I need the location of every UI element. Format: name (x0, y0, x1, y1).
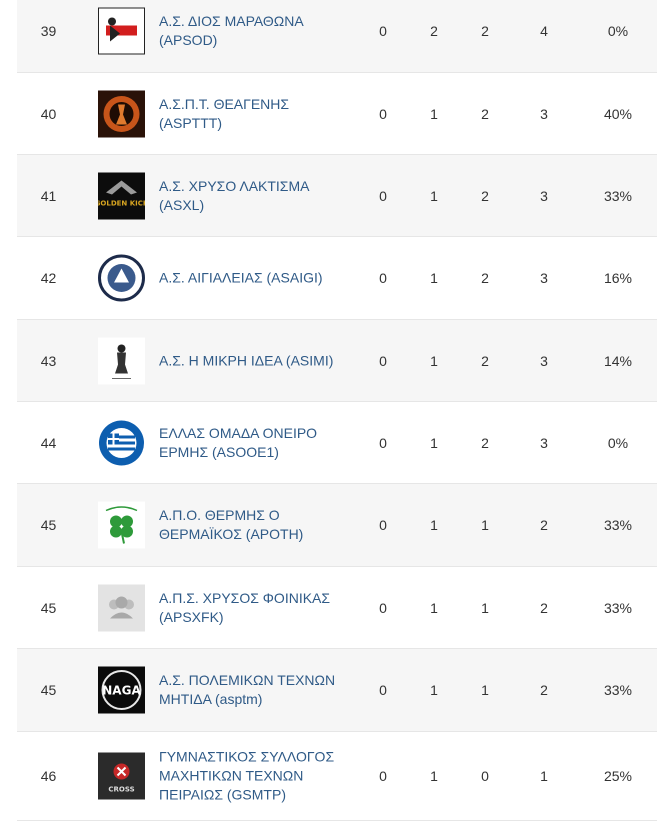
stat-cell: 3 (540, 434, 548, 451)
rank-cell: 44 (40, 434, 57, 451)
stat-cell: 1 (430, 352, 438, 369)
rank-cell: 41 (40, 187, 57, 204)
table-row: 43 Α.Σ. Η ΜΙΚΡΗ ΙΔΕΑ (ASIMI) 0 1 2 3 14% (17, 320, 657, 402)
percent-cell: 33% (603, 517, 633, 533)
percent-cell: 14% (603, 352, 633, 369)
table-row: 45 Α.Π.Σ. ΧΡΥΣΟΣ ΦΟΙΝΙΚΑΣ (APSXFK) 0 1 1… (17, 567, 657, 649)
golden-kick-logo[interactable]: GOLDEN KICK (98, 172, 145, 219)
stat-cell: 0 (481, 768, 489, 784)
stat-cell: 0 (379, 105, 387, 122)
naga-logo[interactable]: NAGA (98, 666, 145, 714)
stat-cell: 0 (379, 517, 387, 533)
stat-cell: 1 (540, 768, 548, 784)
stat-cell: 1 (430, 187, 438, 204)
warrior-sketch-logo[interactable] (98, 337, 145, 384)
logo-text: NAGA (102, 684, 141, 698)
stat-cell: 3 (540, 187, 548, 204)
percent-cell: 33% (603, 682, 633, 698)
stat-cell: 3 (540, 105, 548, 122)
club-name-link[interactable]: Α.Π.Σ. ΧΡΥΣΟΣ ΦΟΙΝΙΚΑΣ (APSXFK) (159, 589, 331, 625)
round-emblem-logo[interactable] (98, 254, 145, 302)
club-name-link[interactable]: Α.Σ.Π.Τ. ΘΕΑΓΕΝΗΣ (ASPTTT) (159, 95, 290, 131)
stat-cell: 2 (481, 352, 489, 369)
table-row: 45 Α.Π.Ο. ΘΕΡΜΗΣ Ο ΘΕΡΜΑΪΚΟΣ (APOTH) 0 1… (17, 484, 657, 567)
percent-cell: 0% (607, 434, 629, 451)
percent-cell: 40% (603, 105, 633, 122)
table-row: 41 GOLDEN KICK Α.Σ. ΧΡΥΣΟ ΛΑΚΤΙΣΜΑ (ASXL… (17, 155, 657, 237)
clover-logo[interactable] (98, 501, 145, 549)
rank-cell: 40 (40, 105, 57, 122)
club-name-link[interactable]: Α.Σ. ΠΟΛΕΜΙΚΩΝ ΤΕΧΝΩΝ ΜΗΤΙΔΑ (asptm) (159, 672, 336, 707)
stat-cell: 1 (430, 270, 438, 286)
stat-cell: 3 (540, 270, 548, 286)
stat-cell: 1 (430, 599, 438, 616)
table-row: 40 Α.Σ.Π.Τ. ΘΕΑΓΕΝΗΣ (ASPTTT) 0 1 2 3 40… (17, 73, 657, 155)
club-name-link[interactable]: Α.Π.Ο. ΘΕΡΜΗΣ Ο ΘΕΡΜΑΪΚΟΣ (APOTH) (159, 507, 304, 542)
stat-cell: 2 (430, 23, 438, 39)
percent-cell: 25% (603, 768, 633, 784)
stat-cell: 0 (379, 434, 387, 451)
stat-cell: 0 (379, 187, 387, 204)
stat-cell: 2 (481, 187, 489, 204)
stat-cell: 2 (540, 517, 548, 533)
stat-cell: 0 (379, 352, 387, 369)
stat-cell: 2 (540, 599, 548, 616)
percent-cell: 0% (607, 23, 629, 39)
table-row: 39 Α.Σ. ΔΙΟΣ ΜΑΡΑΘΩΝΑ (APSOD) 0 2 2 4 0% (17, 0, 657, 73)
stat-cell: 0 (379, 682, 387, 698)
percent-cell: 33% (603, 599, 633, 616)
stat-cell: 1 (430, 434, 438, 451)
stat-cell: 1 (430, 105, 438, 122)
logo-text: GOLDEN KICK (98, 199, 145, 207)
stat-cell: 0 (379, 599, 387, 616)
club-name-link[interactable]: ΕΛΛΑΣ ΟΜΑΔΑ ΟΝΕΙΡΟ ΕΡΜΗΣ (ASOOE1) (159, 424, 318, 460)
red-fighter-logo[interactable] (98, 7, 145, 55)
rank-cell: 39 (40, 23, 57, 39)
rank-cell: 43 (40, 352, 57, 369)
club-name-link[interactable]: Α.Σ. Η ΜΙΚΡΗ ΙΔΕΑ (ASIMI) (159, 352, 334, 368)
club-name-link[interactable]: Α.Σ. ΧΡΥΣΟ ΛΑΚΤΙΣΜΑ (ASXL) (159, 177, 309, 213)
placeholder-group-logo[interactable] (98, 584, 145, 631)
percent-cell: 33% (603, 187, 633, 204)
stat-cell: 2 (481, 105, 489, 122)
cross-logo[interactable]: CROSS (98, 752, 145, 800)
rank-cell: 46 (40, 768, 57, 784)
orange-fighter-logo[interactable] (98, 90, 145, 137)
rank-cell: 45 (40, 682, 57, 698)
club-name-link[interactable]: Α.Σ. ΔΙΟΣ ΜΑΡΑΘΩΝΑ (APSOD) (159, 13, 303, 48)
stat-cell: 2 (481, 270, 489, 286)
rank-cell: 42 (40, 270, 57, 286)
table-row: 42 Α.Σ. ΑΙΓΙΑΛΕΙΑΣ (ASAIGI) 0 1 2 3 16% (17, 237, 657, 320)
stat-cell: 1 (430, 682, 438, 698)
stat-cell: 1 (430, 768, 438, 784)
stat-cell: 2 (481, 434, 489, 451)
stat-cell: 4 (540, 23, 548, 39)
stat-cell: 1 (481, 599, 489, 616)
club-name-link[interactable]: ΓΥΜΝΑΣΤΙΚΟΣ ΣΥΛΛΟΓΟΣ ΜΑΧΗΤΙΚΩΝ ΤΕΧΝΩΝ ΠΕ… (159, 748, 335, 803)
greek-flag-logo[interactable] (98, 419, 145, 466)
stat-cell: 0 (379, 23, 387, 39)
club-name-link[interactable]: Α.Σ. ΑΙΓΙΑΛΕΙΑΣ (ASAIGI) (159, 269, 323, 286)
logo-text: CROSS (108, 786, 134, 794)
stat-cell: 0 (379, 768, 387, 784)
table-row: 46 CROSS ΓΥΜΝΑΣΤΙΚΟΣ ΣΥΛΛΟΓΟΣ ΜΑΧΗΤΙΚΩΝ … (17, 732, 657, 821)
stat-cell: 0 (379, 270, 387, 286)
table-row: 45 NAGA Α.Σ. ΠΟΛΕΜΙΚΩΝ ΤΕΧΝΩΝ ΜΗΤΙΔΑ (as… (17, 649, 657, 732)
stat-cell: 1 (430, 517, 438, 533)
stat-cell: 2 (481, 23, 489, 39)
stat-cell: 1 (481, 682, 489, 698)
stat-cell: 3 (540, 352, 548, 369)
stat-cell: 1 (481, 517, 489, 533)
stat-cell: 2 (540, 682, 548, 698)
table-row: 44 ΕΛΛΑΣ ΟΜΑΔΑ ΟΝΕΙΡΟ ΕΡΜΗΣ (ASOOE1) 0 1… (17, 402, 657, 484)
rank-cell: 45 (40, 517, 57, 533)
percent-cell: 16% (603, 270, 633, 286)
rank-cell: 45 (40, 599, 57, 616)
